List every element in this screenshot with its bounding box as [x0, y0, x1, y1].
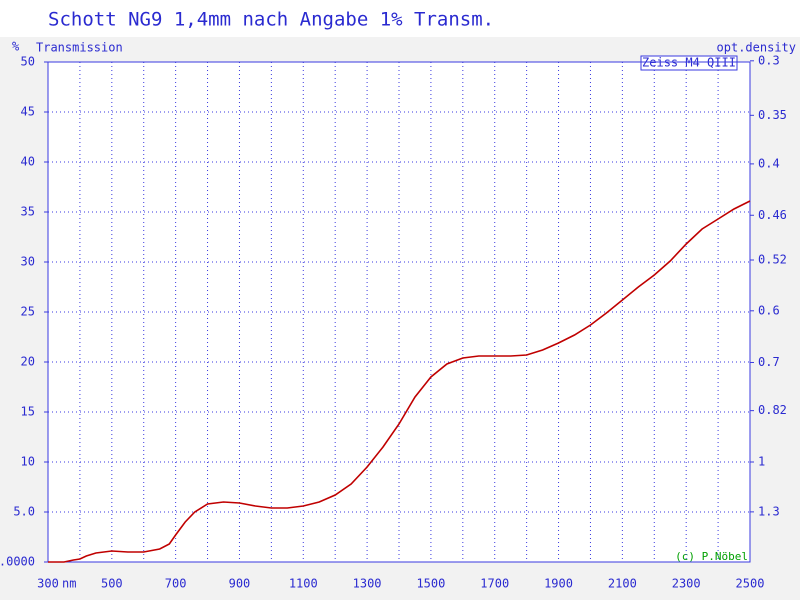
x-tick-label: 2300 [672, 577, 701, 591]
x-tick-label: 1100 [289, 577, 318, 591]
x-unit: nm [62, 577, 76, 591]
y-tick-label: 45 [21, 105, 35, 119]
y-tick-label: 10 [21, 455, 35, 469]
x-tick-label: 1500 [416, 577, 445, 591]
y-tick-label: 40 [21, 155, 35, 169]
y2-tick-label: 0.3 [758, 53, 780, 67]
x-tick-label: 1700 [480, 577, 509, 591]
x-tick-label: 2100 [608, 577, 637, 591]
y-tick-label: 25 [21, 305, 35, 319]
y-tick-label: 20 [21, 355, 35, 369]
y-tick-label: 30 [21, 255, 35, 269]
y2-tick-label: 0.46 [758, 208, 787, 222]
device-box [640, 55, 738, 71]
y-tick-label: 35 [21, 205, 35, 219]
y2-tick-label: 0.7 [758, 355, 780, 369]
x-tick-label: 700 [165, 577, 187, 591]
x-tick-label: 900 [229, 577, 251, 591]
y2-tick-label: 0.6 [758, 303, 780, 317]
y2-tick-label: 0.52 [758, 253, 787, 267]
y-tick-label: 5.0 [13, 505, 35, 519]
data-line [48, 200, 751, 563]
y2-tick-label: 0.82 [758, 403, 787, 417]
y2-tick-label: 1.3 [758, 504, 780, 518]
title-band [0, 0, 800, 37]
plot-frame [47, 61, 751, 563]
y2-axis-label: opt.density [717, 41, 796, 55]
y-axis-label: Transmission [36, 41, 123, 55]
x-tick-label: 1300 [353, 577, 382, 591]
y-tick-label: 15 [21, 405, 35, 419]
y-unit: % [12, 40, 20, 54]
y-tick-label: 50 [21, 55, 35, 69]
x-tick-label: 1900 [544, 577, 573, 591]
y2-tick-label: 0.35 [758, 108, 787, 122]
y2-tick-label: 1 [758, 455, 765, 469]
chart-title: Schott NG9 1,4mm nach Angabe 1% Transm. [48, 9, 494, 31]
x-tick-label: 300 [37, 577, 59, 591]
y2-tick-label: 0.4 [758, 156, 780, 170]
x-tick-label: 500 [101, 577, 123, 591]
x-tick-label: 2500 [736, 577, 765, 591]
y-tick-label: 0.0000 [0, 555, 35, 569]
credit: (c) P.Nöbel [675, 550, 748, 563]
